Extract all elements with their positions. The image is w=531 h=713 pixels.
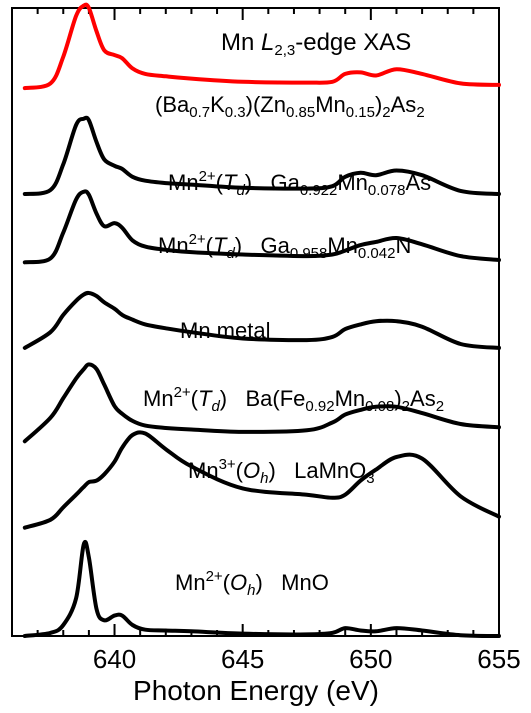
spectra <box>22 2 501 638</box>
series-line <box>22 539 501 638</box>
chart-title: Mn L2,3-edge XAS <box>221 29 411 59</box>
spectrum-label: Mn2+(Td) Ga0.922Mn0.078As <box>168 168 431 199</box>
plot-area <box>11 7 500 637</box>
spectrum-label: Mn2+(Td) Ba(Fe0.92Mn0.08)2As2 <box>143 384 444 415</box>
spectrum-label: Mn2+(Oh) MnO <box>175 568 329 599</box>
x-tick-label: 655 <box>477 644 520 674</box>
x-axis-label: Photon Energy (eV) <box>133 675 379 706</box>
spectrum-label: Mn2+(Td) Ga0.958Mn0.042N <box>158 231 411 262</box>
series-line <box>22 189 501 265</box>
series-line <box>22 2 501 91</box>
series-line <box>22 362 501 444</box>
x-tick-label: 645 <box>221 644 264 674</box>
series-line <box>22 430 501 530</box>
spectrum-labels: (Ba0.7K0.3)(Zn0.85Mn0.15)2As2 Mn2+(Td) Ga… <box>143 92 444 599</box>
x-tick-label: 650 <box>349 644 392 674</box>
x-axis-ticks: 640 645 650 655 <box>11 8 521 674</box>
spectrum-label: Mn3+(Oh) LaMnO3 <box>188 456 375 487</box>
series-line <box>22 115 501 196</box>
spectrum-label: (Ba0.7K0.3)(Zn0.85Mn0.15)2As2 <box>155 92 425 121</box>
series-line <box>22 290 501 350</box>
spectrum-label: Mn metal <box>180 318 270 343</box>
x-tick-label: 640 <box>93 644 136 674</box>
